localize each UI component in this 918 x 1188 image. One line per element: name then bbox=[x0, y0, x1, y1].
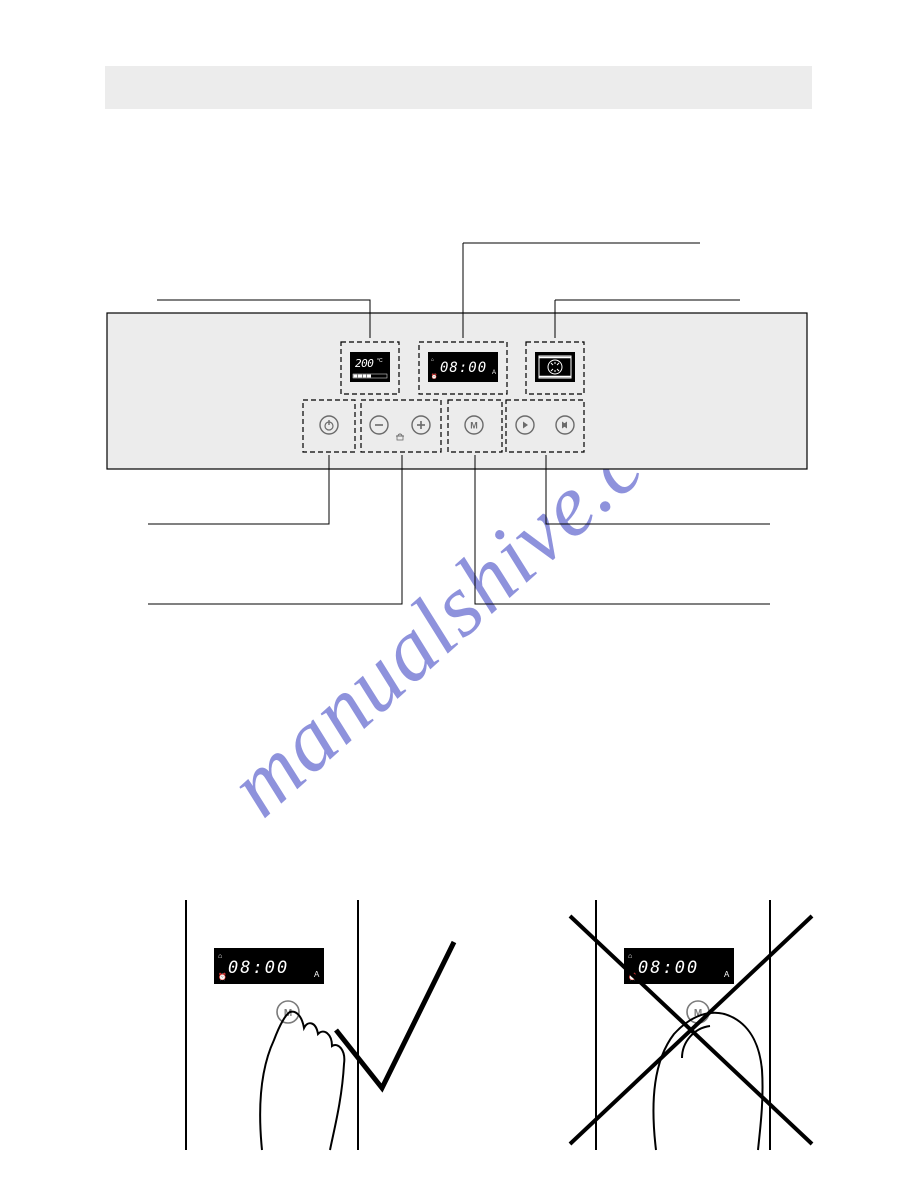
svg-text:200: 200 bbox=[355, 357, 374, 370]
header-bar bbox=[105, 66, 812, 109]
svg-text:M: M bbox=[470, 421, 478, 431]
svg-text:08:00: 08:00 bbox=[638, 958, 699, 978]
svg-text:⏰: ⏰ bbox=[431, 373, 437, 380]
svg-text:08:00: 08:00 bbox=[440, 360, 487, 376]
svg-text:⌂: ⌂ bbox=[218, 953, 222, 960]
figure-incorrect-touch: ⌂ ⏰ 08:00 A M bbox=[564, 900, 832, 1165]
control-panel-diagram: 200 °C ⌂ 08:00 A ⏰ bbox=[106, 312, 808, 470]
page-root: manualshive.com 200 °C bbox=[0, 0, 918, 1188]
svg-text:⌂: ⌂ bbox=[628, 953, 632, 960]
figure-correct-touch: ⌂ ⏰ 08:00 A M bbox=[166, 900, 458, 1165]
svg-text:08:00: 08:00 bbox=[228, 958, 289, 978]
svg-text:°C: °C bbox=[377, 358, 383, 364]
svg-text:A: A bbox=[492, 370, 496, 376]
svg-text:⌂: ⌂ bbox=[431, 357, 434, 363]
svg-text:A: A bbox=[314, 970, 320, 979]
svg-text:⏰: ⏰ bbox=[218, 972, 227, 981]
svg-text:A: A bbox=[724, 970, 730, 979]
